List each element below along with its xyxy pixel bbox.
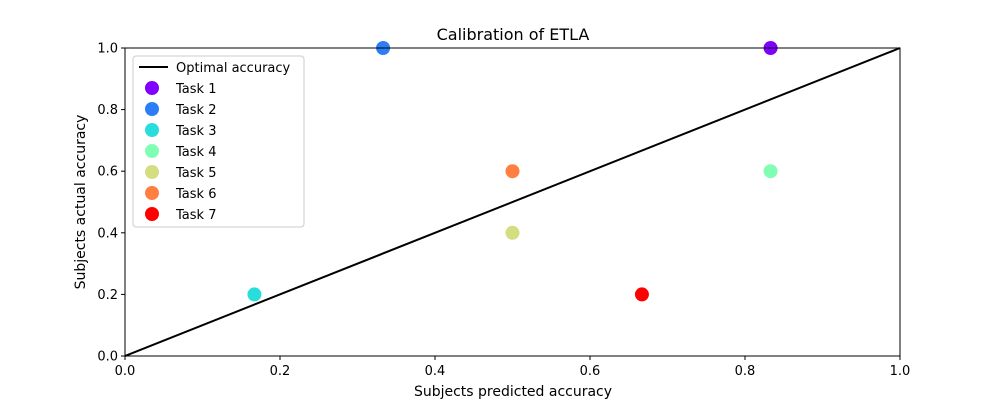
- optimal-accuracy-line: [124, 47, 901, 357]
- y-axis-label: Subjects actual accuracy: [73, 115, 89, 290]
- legend-label-task-1: Task 1: [175, 82, 216, 97]
- x-tick-label: 1.0: [890, 364, 911, 379]
- y-tick-label: 1.0: [97, 42, 118, 57]
- legend-marker-task-2: [145, 102, 159, 116]
- x-tick-label: 0.0: [115, 364, 136, 379]
- legend-label-task-2: Task 2: [175, 103, 216, 118]
- legend-marker-task-1: [145, 81, 159, 95]
- legend-label-optimal-accuracy: Optimal accuracy: [176, 61, 291, 76]
- legend-marker-task-5: [145, 165, 159, 179]
- data-point-task-5: [505, 225, 520, 240]
- legend-label-task-3: Task 3: [175, 124, 216, 139]
- legend-marker-task-4: [145, 144, 159, 158]
- x-axis-label: Subjects predicted accuracy: [414, 384, 612, 400]
- data-point-task-7: [634, 287, 649, 302]
- legend-marker-task-3: [145, 123, 159, 137]
- legend-label-task-7: Task 7: [175, 208, 216, 223]
- legend-label-task-6: Task 6: [175, 187, 216, 202]
- legend-box: [132, 55, 305, 228]
- y-tick-label: 0.4: [97, 226, 118, 241]
- y-tick-label: 0.2: [97, 288, 118, 303]
- legend-label-task-4: Task 4: [175, 145, 216, 160]
- y-tick-label: 0.8: [97, 103, 118, 118]
- legend-label-task-5: Task 5: [175, 166, 216, 181]
- chart-title: Calibration of ETLA: [437, 25, 590, 44]
- x-tick-label: 0.2: [270, 364, 291, 379]
- data-point-task-3: [247, 287, 262, 302]
- x-tick-label: 0.8: [735, 364, 756, 379]
- legend-marker-task-7: [145, 207, 159, 221]
- x-tick-label: 0.4: [425, 364, 446, 379]
- plot-frame: [124, 47, 901, 357]
- x-tick-label: 0.6: [580, 364, 601, 379]
- y-tick-label: 0.0: [97, 350, 118, 365]
- data-point-task-6: [505, 164, 520, 179]
- data-point-task-4: [763, 164, 778, 179]
- legend-marker-task-6: [145, 186, 159, 200]
- y-tick-label: 0.6: [97, 165, 118, 180]
